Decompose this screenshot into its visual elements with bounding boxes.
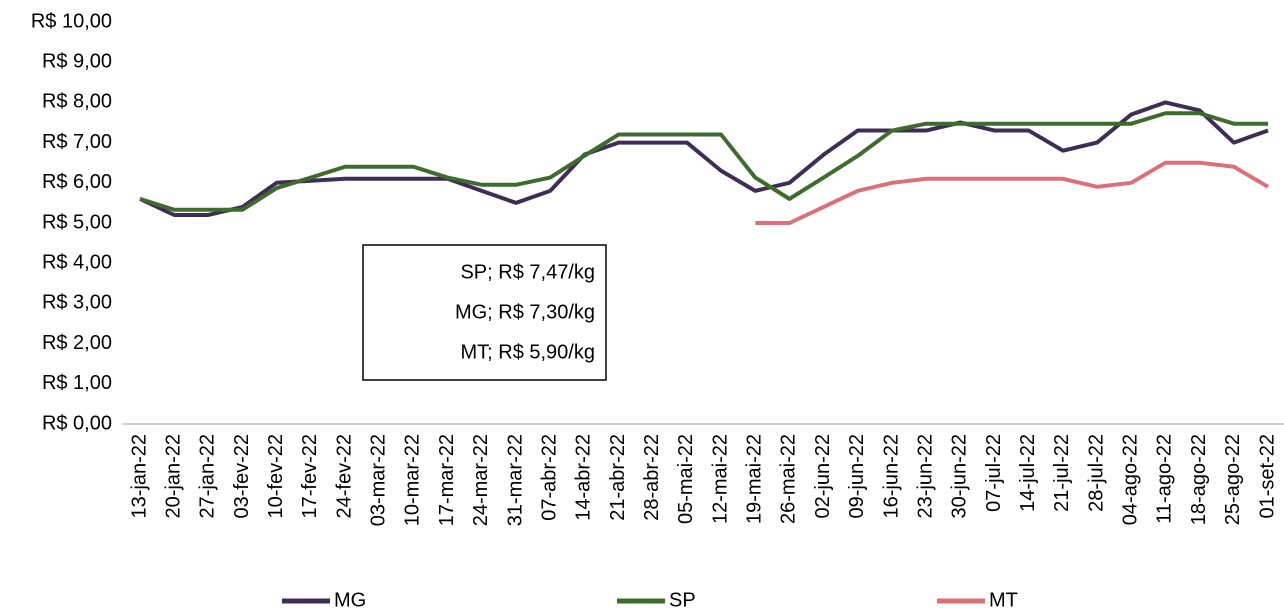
x-tick-label: 23-jun-22: [914, 434, 936, 519]
x-tick-label: 19-mai-22: [744, 434, 766, 524]
y-tick-label: R$ 5,00: [42, 211, 112, 233]
annotation-box: [362, 244, 607, 381]
y-tick-label: R$ 4,00: [42, 251, 112, 273]
x-tick-label: 07-abr-22: [538, 434, 560, 521]
x-tick-label: 28-abr-22: [641, 434, 663, 521]
x-tick-label: 24-mar-22: [470, 434, 492, 526]
x-tick-label: 12-mai-22: [709, 434, 731, 524]
y-tick-label: R$ 8,00: [42, 91, 112, 113]
x-tick-label: 18-ago-22: [1188, 434, 1210, 525]
legend-label: MG: [334, 589, 366, 611]
x-tick-label: 30-jun-22: [949, 434, 971, 519]
x-tick-label: 05-mai-22: [675, 434, 697, 524]
x-tick-label: 03-fev-22: [231, 434, 253, 519]
annotation: SP; R$ 7,47/kg: [460, 261, 595, 283]
x-tick-label: 17-mar-22: [436, 434, 458, 526]
x-tick-label: 11-ago-22: [1154, 434, 1176, 524]
annotation: MG; R$ 7,30/kg: [455, 301, 595, 323]
x-tick-label: 04-ago-22: [1120, 434, 1142, 525]
y-tick-label: R$ 3,00: [42, 292, 112, 314]
x-tick-label: 01-set-22: [1256, 434, 1278, 519]
y-tick-label: R$ 1,00: [42, 372, 112, 394]
x-tick-label: 10-mar-22: [402, 434, 424, 526]
x-tick-label: 21-jul-22: [1051, 434, 1073, 512]
x-tick-label: 07-jul-22: [983, 434, 1005, 512]
x-tick-label: 17-fev-22: [299, 434, 321, 519]
y-tick-label: R$ 0,00: [42, 412, 112, 434]
x-tick-label: 20-jan-22: [162, 434, 184, 519]
y-tick-label: R$ 10,00: [31, 10, 112, 32]
legend-label: SP: [669, 589, 696, 611]
legend-label: MT: [989, 589, 1018, 611]
x-tick-label: 10-fev-22: [265, 434, 287, 519]
x-tick-label: 26-mai-22: [778, 434, 800, 524]
x-tick-label: 27-jan-22: [197, 434, 219, 519]
x-tick-label: 02-jun-22: [812, 434, 834, 519]
x-tick-label: 16-jun-22: [880, 434, 902, 519]
annotation: MT; R$ 5,90/kg: [460, 341, 595, 363]
x-tick-label: 24-fev-22: [333, 434, 355, 519]
y-tick-label: R$ 6,00: [42, 171, 112, 193]
y-tick-label: R$ 9,00: [42, 50, 112, 72]
x-tick-label: 13-jan-22: [128, 434, 150, 519]
line: [139, 111, 1268, 212]
x-tick-label: 14-jul-22: [1017, 434, 1039, 512]
line: [755, 160, 1270, 225]
x-tick-label: 03-mar-22: [368, 434, 390, 526]
y-tick-label: R$ 2,00: [42, 332, 112, 354]
x-tick-label: 31-mar-22: [504, 434, 526, 526]
x-tick-label: 28-jul-22: [1085, 434, 1107, 512]
line: [139, 100, 1269, 217]
x-tick-label: 25-ago-22: [1222, 434, 1244, 525]
x-tick-label: 21-abr-22: [607, 434, 629, 521]
x-tick-label: 14-abr-22: [573, 434, 595, 521]
x-tick-label: 09-jun-22: [846, 434, 868, 519]
y-tick-label: R$ 7,00: [42, 131, 112, 153]
